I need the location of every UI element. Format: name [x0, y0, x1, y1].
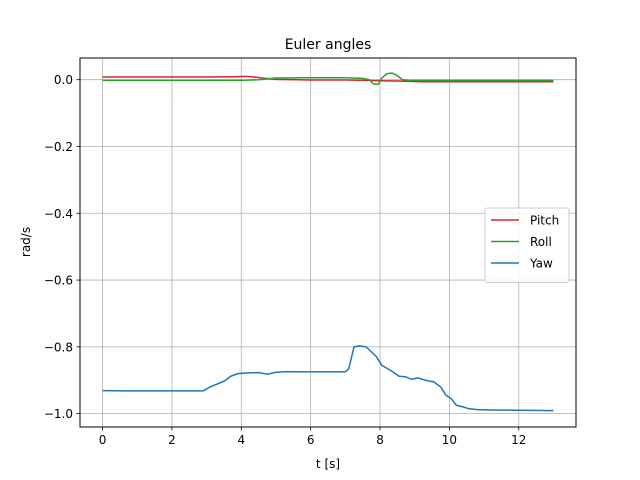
x-tick-label: 12 — [511, 433, 526, 447]
legend-label-pitch: Pitch — [530, 214, 559, 228]
series-lines — [102, 72, 554, 412]
x-axis-label: t [s] — [316, 457, 340, 471]
series-line-roll — [102, 72, 554, 86]
x-tick-label: 4 — [237, 433, 245, 447]
x-tick-label: 10 — [442, 433, 457, 447]
x-tick-label: 2 — [168, 433, 176, 447]
y-tick-label: 0.0 — [54, 73, 73, 87]
y-tick-label: −0.4 — [44, 207, 73, 221]
y-axis-label: rad/s — [19, 227, 33, 257]
x-tick-label: 0 — [99, 433, 107, 447]
y-tick-label: −0.8 — [44, 340, 73, 354]
y-tick-label: −0.6 — [44, 274, 73, 288]
series-line-yaw — [102, 345, 554, 412]
y-tick-label: −0.2 — [44, 140, 73, 154]
y-tick-label: −1.0 — [44, 407, 73, 421]
y-axis-ticks: 0.0 −0.2 −0.4 −0.6 −0.8 −1.0 — [44, 73, 80, 421]
legend: Pitch Roll Yaw — [484, 207, 570, 283]
x-tick-label: 8 — [376, 433, 384, 447]
x-axis-ticks: 0 2 4 6 8 10 12 — [99, 427, 526, 447]
chart-title: Euler angles — [285, 37, 372, 53]
legend-label-roll: Roll — [530, 235, 552, 249]
series-line-pitch — [102, 75, 554, 83]
x-tick-label: 6 — [307, 433, 315, 447]
legend-box — [484, 207, 570, 283]
plot-frame — [79, 57, 577, 428]
legend-label-yaw: Yaw — [529, 257, 553, 271]
